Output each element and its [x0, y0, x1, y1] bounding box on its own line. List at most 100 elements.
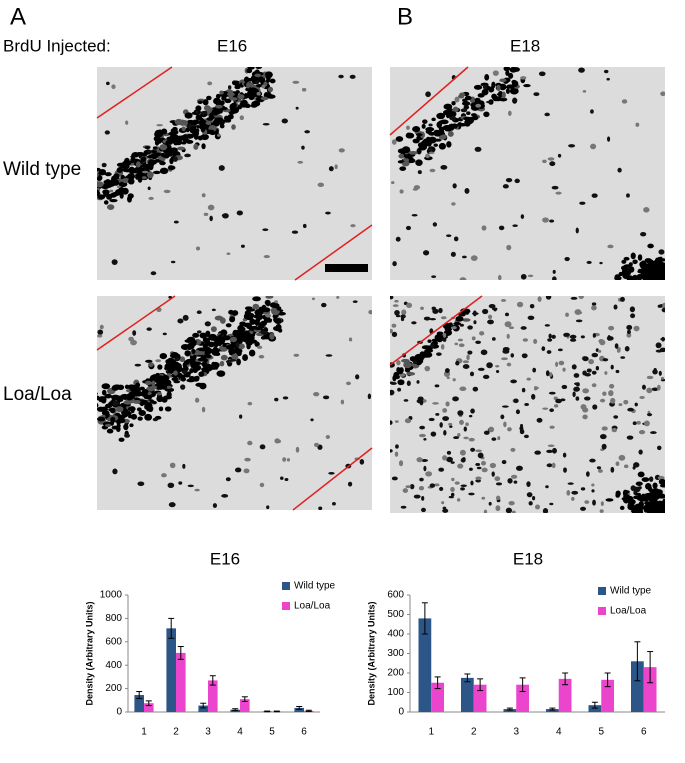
x-tick-label: 1: [428, 727, 434, 738]
cell: [564, 256, 570, 262]
cell: [627, 407, 634, 412]
cell: [491, 337, 496, 341]
cell: [201, 367, 206, 372]
cell: [603, 69, 609, 74]
cell: [270, 307, 278, 313]
cell: [462, 364, 470, 369]
cell: [546, 350, 552, 355]
cell: [282, 457, 287, 462]
cell: [419, 399, 424, 406]
cell: [488, 304, 496, 309]
cell: [491, 437, 497, 441]
cell: [582, 89, 587, 93]
cell: [595, 366, 600, 371]
cell: [391, 139, 397, 145]
cell: [146, 327, 152, 331]
cell: [137, 175, 143, 183]
cell: [617, 167, 622, 173]
cell: [421, 123, 426, 129]
cell: [252, 296, 261, 302]
cell: [246, 343, 251, 350]
cell: [243, 468, 250, 474]
cell: [444, 368, 450, 374]
cell: [194, 361, 202, 366]
cell: [127, 178, 135, 185]
cell: [657, 304, 663, 308]
cell: [209, 215, 213, 222]
cell: [504, 312, 510, 317]
cell: [97, 334, 103, 338]
y-tick-label: 600: [387, 590, 404, 601]
cell: [646, 501, 653, 507]
cell: [520, 326, 527, 330]
cell: [390, 328, 393, 334]
cell: [475, 476, 482, 481]
cell: [195, 110, 199, 114]
cell: [411, 321, 417, 325]
cell: [634, 402, 638, 407]
cell: [254, 73, 262, 78]
cell: [397, 387, 402, 392]
cell: [322, 395, 330, 400]
cell: [591, 305, 597, 311]
cell: [395, 444, 399, 449]
cell: [591, 489, 595, 493]
cell: [102, 189, 110, 195]
cell: [129, 385, 138, 393]
cell: [321, 302, 327, 308]
cell: [401, 309, 407, 316]
cell: [183, 373, 191, 378]
cell: [97, 189, 100, 197]
cell: [112, 179, 120, 186]
cell: [203, 212, 209, 216]
cell: [492, 95, 500, 102]
cell: [221, 95, 227, 101]
cell: [394, 299, 399, 303]
cell: [596, 466, 602, 470]
cell: [421, 140, 428, 144]
cell: [557, 348, 563, 352]
cell: [591, 383, 597, 388]
cell: [216, 134, 221, 137]
cell: [602, 358, 609, 362]
cell: [418, 486, 425, 491]
cell: [116, 162, 125, 167]
cell: [642, 276, 650, 280]
cell: [507, 478, 513, 484]
cell: [101, 389, 107, 396]
cell: [392, 375, 397, 382]
cell: [512, 224, 518, 228]
cell: [498, 225, 505, 231]
cell: [468, 492, 475, 496]
cell: [628, 266, 635, 273]
cell: [194, 397, 200, 403]
cell: [659, 483, 665, 488]
cell: [417, 170, 422, 175]
cell: [623, 399, 629, 405]
cell: [239, 326, 246, 332]
cell: [487, 319, 494, 325]
cell: [586, 368, 592, 373]
cell: [104, 393, 113, 399]
cell: [614, 343, 619, 349]
cell: [443, 103, 453, 110]
cell: [218, 334, 223, 340]
cell: [451, 100, 456, 106]
y-tick-label: 100: [387, 687, 404, 698]
cell: [391, 181, 395, 185]
cell: [402, 488, 409, 494]
cell: [552, 276, 557, 280]
cell: [282, 396, 289, 400]
cell: [106, 204, 115, 210]
cell: [446, 141, 452, 148]
cell: [575, 227, 579, 234]
cell: [254, 341, 260, 347]
cell: [252, 303, 260, 310]
cell: [473, 84, 483, 90]
cell: [563, 332, 571, 337]
cell: [549, 219, 555, 223]
cell: [446, 376, 450, 380]
cell: [97, 172, 99, 178]
cell: [657, 273, 664, 280]
cell: [297, 160, 304, 164]
